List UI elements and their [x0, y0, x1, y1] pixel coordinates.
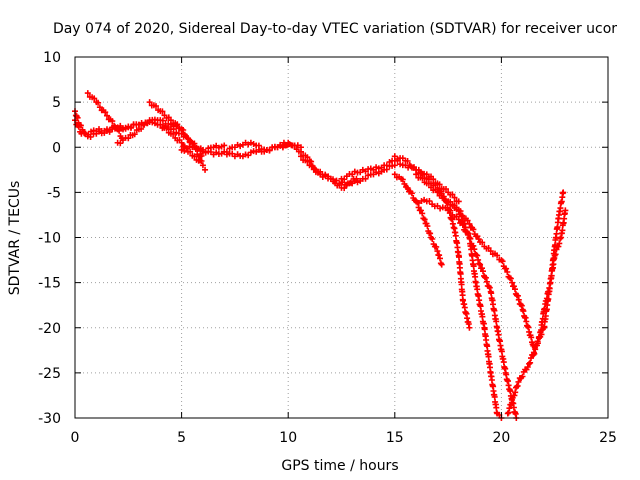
series-track-16 [445, 198, 537, 349]
data-marks [72, 90, 569, 421]
y-tick-label: -15 [38, 276, 61, 292]
chart-title: Day 074 of 2020, Sidereal Day-to-day VTE… [53, 21, 617, 37]
x-tick-label: 15 [386, 430, 404, 446]
data-point-marks [504, 189, 567, 417]
y-tick-label: -25 [38, 366, 61, 382]
y-tick-label: 10 [43, 50, 61, 66]
x-tick-label: 20 [492, 430, 510, 446]
grid [75, 57, 608, 418]
x-axis: 0 5 10 15 20 25 [71, 57, 617, 446]
data-point-marks [445, 198, 537, 349]
data-point-marks [413, 196, 520, 421]
x-tick-label: 0 [71, 430, 80, 446]
x-tick-label: 25 [599, 430, 617, 446]
x-tick-label: 5 [177, 430, 186, 446]
x-tick-label: 10 [279, 430, 297, 446]
data-point-marks [391, 171, 445, 268]
y-tick-label: 0 [52, 140, 61, 156]
x-axis-label: GPS time / hours [281, 458, 398, 474]
series-track-15 [413, 196, 520, 421]
data-point-marks [84, 90, 125, 142]
y-tick-label: -30 [38, 411, 61, 427]
y-tick-label: -5 [47, 185, 61, 201]
series-track-18 [530, 207, 569, 358]
series-track-10 [297, 153, 398, 192]
y-tick-label: 5 [52, 95, 61, 111]
series-track-3 [84, 90, 125, 142]
data-point-marks [530, 207, 569, 358]
y-axis: 10 5 0 -5 -10 -15 -20 -25 -30 [38, 50, 608, 427]
series-track-12 [391, 171, 445, 268]
series-track-17 [504, 189, 567, 417]
y-tick-label: -20 [38, 321, 61, 337]
y-tick-label: -10 [38, 231, 61, 247]
data-point-marks [297, 153, 398, 192]
y-axis-label: SDTVAR / TECUs [7, 181, 23, 296]
